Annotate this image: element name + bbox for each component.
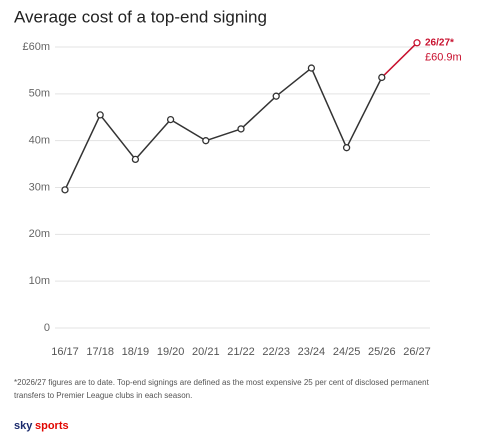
y-tick-label: 20m [29, 228, 50, 240]
point [307, 64, 316, 72]
line-segment [240, 95, 277, 130]
x-tick-label: 21/22 [227, 346, 255, 358]
point [131, 155, 140, 164]
line-segment [310, 67, 348, 148]
point [342, 144, 351, 152]
footnote: transfers to Premier League clubs in eac… [14, 391, 192, 400]
line-segment [275, 67, 312, 97]
x-tick-label: 16/17 [51, 346, 79, 358]
x-tick-label: 24/25 [333, 346, 361, 358]
point [166, 115, 175, 124]
x-tick-label: 20/21 [192, 346, 220, 358]
x-tick-label: 23/24 [298, 346, 326, 358]
line-segment [205, 128, 242, 142]
logo: sports [35, 420, 69, 432]
line-segment [134, 119, 172, 160]
line-segment [64, 114, 101, 191]
value-label: £60.9m [425, 52, 462, 64]
point [378, 73, 386, 82]
point [237, 125, 245, 133]
annotation: 26/27* [425, 37, 454, 48]
point [272, 92, 280, 100]
logo: sky [14, 420, 33, 432]
y-tick-label: 40m [29, 135, 50, 147]
y-tick-label: £60m [22, 41, 50, 53]
x-tick-label: 18/19 [122, 346, 150, 358]
x-tick-label: 25/26 [368, 346, 396, 358]
line-segment [170, 118, 207, 142]
y-tick-label: 10m [29, 275, 50, 287]
point [413, 39, 421, 47]
footnote: *2026/27 figures are to date. Top-end si… [14, 378, 430, 387]
x-tick-label: 19/20 [157, 346, 185, 358]
point [96, 111, 104, 119]
line-segment [345, 77, 383, 149]
y-tick-label: 30m [29, 181, 50, 193]
line-segment [99, 114, 136, 160]
chart-title: Average cost of a top-end signing [14, 7, 267, 26]
x-tick-label: 26/27 [403, 346, 431, 358]
x-tick-label: 22/23 [262, 346, 290, 358]
line-segment [381, 42, 418, 78]
x-tick-label: 17/18 [86, 346, 114, 358]
y-tick-label: 50m [29, 88, 50, 100]
point [202, 137, 210, 145]
y-tick-label: 0 [44, 322, 50, 334]
point [61, 186, 69, 194]
